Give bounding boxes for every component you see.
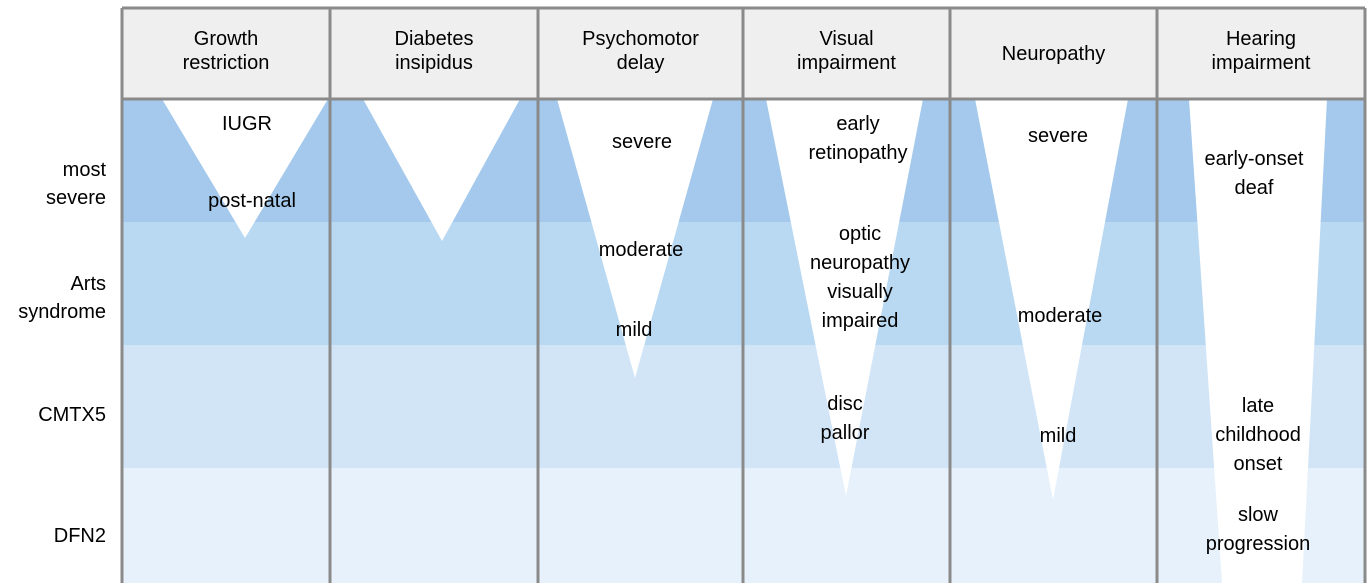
row-label-most-severe-line: severe [46,187,106,209]
row-label-dfn2: DFN2 [54,525,106,547]
annotation-neuropathy-line: moderate [1018,305,1103,327]
annotation-hearing-line: childhood [1215,424,1301,446]
annotation-visual-line: neuropathy [810,252,910,274]
header-label-visual-line: impairment [797,52,896,74]
header-label-visual-line: Visual [819,28,873,50]
annotation-neuropathy: mild [1040,425,1077,447]
header-cell-diabetes [330,8,538,99]
annotation-neuropathy: severe [1028,125,1088,147]
header-labels: Growth restriction Diabetes insipidus Psycho… [183,28,1311,74]
header-label-hearing-line: Hearing [1226,28,1296,50]
severity-wedge-growth [162,99,328,238]
row-label-most-severe-line: most [63,159,107,181]
annotation-visual-line: impaired [822,310,899,332]
annotation-visual-line: disc [827,393,863,415]
severity-wedge-hearing [1189,99,1327,583]
annotation-psychomotor-line: severe [612,131,672,153]
header-cell-neuropathy [950,8,1157,99]
header-cell-psychomotor [538,8,743,99]
annotation-visual: disc pallor [821,393,870,444]
annotation-neuropathy-line: mild [1040,425,1077,447]
annotation-hearing: slow progression [1206,504,1311,555]
annotation-neuropathy-line: severe [1028,125,1088,147]
annotation-hearing-line: onset [1234,453,1283,475]
header-label-hearing-line: impairment [1212,52,1311,74]
header-label-growth: Growth restriction [183,28,270,74]
annotation-visual-line: retinopathy [809,142,908,164]
column-annotations: IUGR post-natal severe moderate mild early ret… [208,113,1310,555]
annotation-hearing-line: early-onset [1205,148,1304,170]
header-cell-hearing [1157,8,1365,99]
header-label-psychomotor: Psychomotor delay [582,28,699,74]
annotation-growth: IUGR [222,113,272,135]
row-label-arts-syndrome: Arts syndrome [18,273,106,323]
header-label-psychomotor-line: delay [617,52,665,74]
annotation-hearing-line: deaf [1235,177,1274,199]
annotation-visual-line: optic [839,223,881,245]
severity-wedge-neuropathy [975,99,1128,500]
header-label-hearing: Hearing impairment [1212,28,1311,74]
annotation-growth: post-natal [208,190,296,212]
header-label-growth-line: Growth [194,28,258,50]
header-row [122,8,1365,99]
row-label-dfn2-line: DFN2 [54,525,106,547]
row-label-arts-syndrome-line: Arts [70,273,106,295]
annotation-psychomotor-line: moderate [599,239,684,261]
annotation-visual: optic neuropathy visually impaired [810,223,910,332]
header-label-visual: Visual impairment [797,28,896,74]
header-label-neuropathy: Neuropathy [1002,43,1105,65]
annotation-growth-line: IUGR [222,113,272,135]
row-label-most-severe: most severe [46,159,106,209]
header-label-diabetes-line: Diabetes [395,28,474,50]
annotation-hearing: late childhood onset [1215,395,1301,475]
annotation-neuropathy: moderate [1018,305,1103,327]
annotation-visual: early retinopathy [809,113,908,164]
annotation-hearing-line: late [1242,395,1274,417]
row-label-cmtx5-line: CMTX5 [38,404,106,426]
annotation-hearing-line: slow [1238,504,1279,526]
row-label-arts-syndrome-line: syndrome [18,301,106,323]
row-labels: most severe Arts syndrome CMTX5 DFN2 [18,159,106,547]
annotation-psychomotor: mild [616,319,653,341]
grid-lines [120,6,1367,583]
annotation-hearing: early-onset deaf [1205,148,1304,199]
header-cell-growth [122,8,330,99]
annotation-hearing-line: progression [1206,533,1311,555]
annotation-growth-line: post-natal [208,190,296,212]
severity-wedge-visual [766,99,923,496]
annotation-psychomotor-line: mild [616,319,653,341]
annotation-psychomotor: severe [612,131,672,153]
severity-wedge-diabetes [363,99,520,241]
header-label-psychomotor-line: Psychomotor [582,28,699,50]
annotation-visual-line: pallor [821,422,870,444]
header-label-diabetes-line: insipidus [395,52,473,74]
annotation-psychomotor: moderate [599,239,684,261]
annotation-visual-line: early [836,113,879,135]
row-label-cmtx5: CMTX5 [38,404,106,426]
header-cell-visual [743,8,950,99]
header-label-neuropathy-line: Neuropathy [1002,43,1105,65]
severity-wedge-psychomotor [557,99,713,378]
annotation-visual-line: visually [827,281,893,303]
severity-wedges [162,99,1327,583]
header-label-growth-line: restriction [183,52,270,74]
header-label-diabetes: Diabetes insipidus [395,28,474,74]
